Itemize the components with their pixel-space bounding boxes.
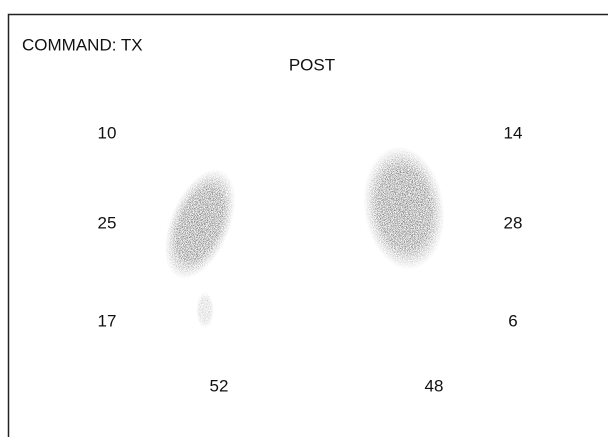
left-total: 52 <box>210 376 229 395</box>
right-total: 48 <box>425 376 444 395</box>
right-lower-count: 6 <box>508 311 517 330</box>
command-label: COMMAND: TX <box>22 35 143 54</box>
left-lower-count: 17 <box>98 311 117 330</box>
right-upper-count: 14 <box>504 123 523 142</box>
left-middle-count: 25 <box>98 213 117 232</box>
right-middle-count: 28 <box>504 213 523 232</box>
view-label: POST <box>289 55 335 74</box>
left-upper-count: 10 <box>98 123 117 142</box>
